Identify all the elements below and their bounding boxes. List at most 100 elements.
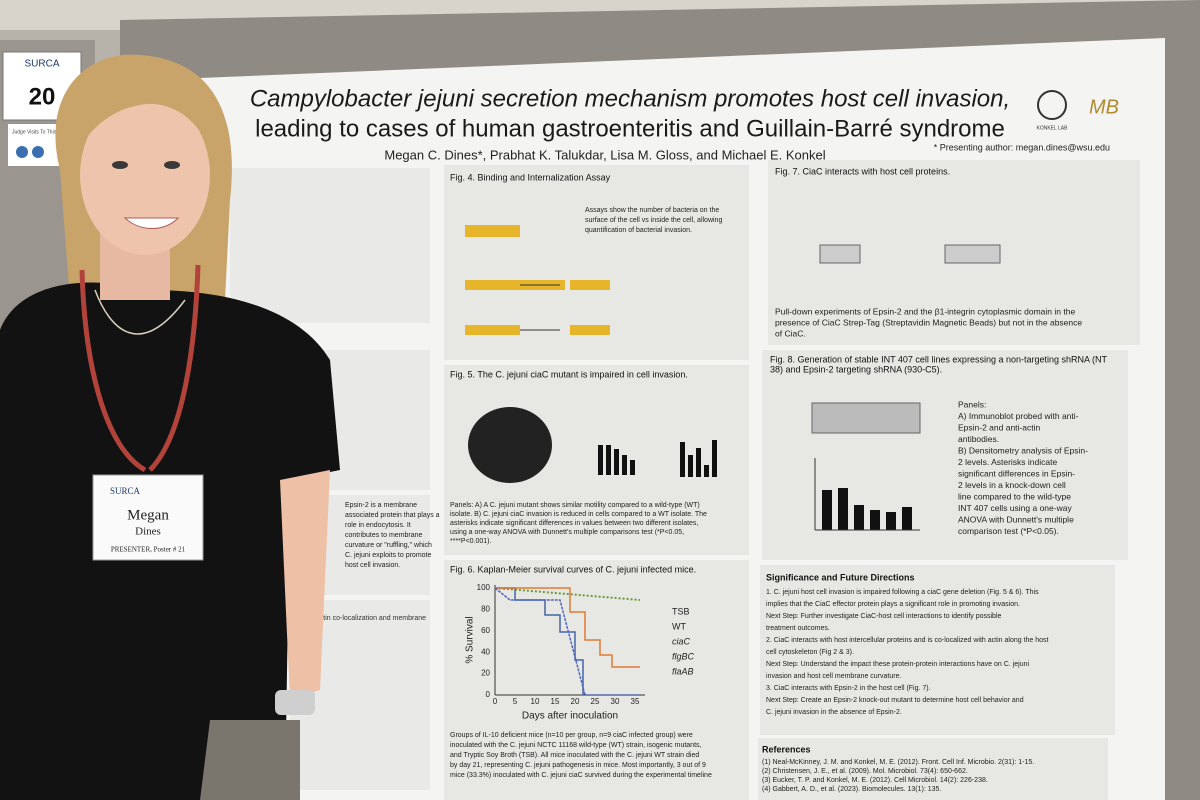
significance-text: implies that the CiaC effector protein p… [766, 601, 1020, 608]
significance-text: C. jejuni invasion in the absence of Eps… [766, 709, 902, 716]
km-y-tick: 40 [481, 647, 490, 656]
reference: (4) Gabbert, A. D., et al. (2023). Biomo… [762, 786, 941, 793]
section-heading: References [762, 744, 811, 754]
km-y-label: % Survival [465, 616, 476, 663]
fig-panels: Panels: [958, 399, 986, 409]
panel-heading: CiaC-actin co-localization and membrane [298, 615, 426, 622]
fig-caption: Pull-down experiments of Epsin-2 and the… [775, 306, 1075, 316]
bar-graphs [598, 440, 717, 477]
km-curve [495, 587, 640, 668]
panel-text: Epsin-2 is a membrane [345, 502, 417, 509]
km-legend: flaAB [672, 666, 694, 676]
km-y-tick: 60 [481, 626, 490, 635]
fig-caption: presence of CiaC Strep-Tag (Streptavidin… [775, 317, 1082, 327]
fig-panels: antibodies. [958, 434, 999, 444]
blot [819, 244, 861, 264]
significance-text: 1. C. jejuni host cell invasion is impai… [766, 589, 1039, 596]
reference: (2) Christensen, J. E., et al. (2009). M… [762, 768, 968, 775]
panel [230, 168, 430, 323]
badge-first-name: Megan [127, 507, 169, 523]
poster-authors: Megan C. Dines*, Prabhat K. Talukdar, Li… [384, 147, 825, 162]
panel-text: associated protein that plays a [345, 512, 440, 519]
sign-logo: SURCA [24, 59, 59, 70]
km-y-tick: 100 [477, 583, 491, 592]
km-x-tick: 10 [531, 697, 540, 706]
fig-caption: Panels: A) A C. jejuni mutant shows simi… [450, 502, 700, 509]
km-legend: ciaC [672, 636, 691, 646]
significance-text: cell cytoskeleton (Fig 2 & 3). [766, 649, 854, 656]
fig-caption: Groups of IL-10 deficient mice (n=10 per… [450, 732, 693, 739]
presenting-author: * Presenting author: megan.dines@wsu.edu [934, 142, 1110, 152]
fig-caption: asterisks indicate significant differenc… [450, 520, 698, 527]
fig-caption: inoculated with the C. jejuni NCTC 11168… [450, 742, 702, 749]
text-blocks: Assays show the number of bacteria on th… [345, 207, 1088, 793]
fig-heading: 38) and Epsin-2 targeting shRNA (930-C5)… [770, 364, 942, 374]
sticker [16, 146, 28, 158]
blot [811, 402, 921, 434]
fig-panels: 2 levels. Asterisks indicate [958, 457, 1057, 467]
km-x-label: Days after inoculation [522, 711, 618, 722]
panel-text: contributes to membrane [345, 532, 423, 539]
km-x-tick: 20 [571, 697, 580, 706]
km-x-tick: 15 [551, 697, 560, 706]
km-y-tick: 0 [486, 690, 491, 699]
fig-text: quantification of bacterial invasion. [585, 227, 692, 234]
km-legend: WT [672, 621, 686, 631]
fig-heading: Fig. 5. The C. jejuni ciaC mutant is imp… [450, 369, 688, 379]
poster-title: leading to cases of human gastroenteriti… [255, 115, 1005, 142]
km-curve [494, 587, 640, 696]
panel-text: host cell invasion. [345, 562, 400, 569]
km-legend: TSB [672, 606, 690, 616]
significance-text: Next Step: Further investigate CiaC-host… [766, 613, 1001, 620]
sign-number: 20 [29, 83, 56, 110]
fig-caption: using a one-way ANOVA with Dunnett's mul… [450, 529, 684, 536]
fig-text: surface of the cell vs inside the cell, … [585, 217, 722, 224]
reference: (1) Neal-McKinney, J. M. and Konkel, M. … [762, 759, 1034, 766]
fig-text: Assays show the number of bacteria on th… [585, 207, 719, 214]
significance-text: treatment outcomes. [766, 625, 830, 632]
panel-text: role in endocytosis. It [345, 522, 411, 529]
fig-heading: Fig. 4. Binding and Internalization Assa… [450, 172, 611, 182]
panel-text: C. jejuni exploits to promote [345, 552, 431, 559]
km-labels: 0 5 10 15 20 25 30 35 0 20 40 60 80 100 TSB WT ciaC flgBC… [477, 583, 695, 706]
name-badge [92, 474, 204, 561]
panel-significance [760, 565, 1115, 735]
blot [944, 244, 1001, 264]
fig-heading: Fig. 6. Kaplan-Meier survival curves of … [450, 564, 696, 574]
km-curve [495, 587, 584, 695]
significance-text: 3. CiaC interacts with Epsin-2 in the ho… [766, 685, 931, 692]
km-x-tick: 5 [513, 697, 518, 706]
fig-caption: mice (33.3%) inoculated with C. jejuni c… [450, 772, 712, 779]
section-heading: Significance and Future Directions [766, 572, 915, 582]
fig-heading: Fig. 8. Generation of stable INT 407 cel… [770, 354, 1108, 364]
mb-logo: MB [1089, 96, 1119, 118]
motility-plate [468, 407, 552, 483]
fig-panels: ANOVA with Dunnett's multiple [958, 514, 1074, 524]
fig-panels: significant differences in Epsin- [958, 468, 1075, 478]
badge-role: PRESENTER, Poster # 21 [111, 546, 186, 554]
reference: (3) Eucker, T. P. and Konkel, M. E. (201… [762, 777, 988, 784]
panel-text: curvature or "ruffling," which [345, 542, 432, 549]
fig-panels: 2 levels in a knock-down cell [958, 480, 1066, 490]
fig-heading: Fig. 7. CiaC interacts with host cell pr… [775, 166, 950, 176]
significance-text: 2. CiaC interacts with host intercellula… [766, 637, 1049, 644]
significance-text: Next Step: Create an Epsin-2 knock-out m… [766, 697, 1024, 704]
judge-note: Judge Visits To This Poster [12, 129, 72, 135]
lab-logo [1037, 90, 1067, 120]
fig-panels: B) Densitometry analysis of Epsin- [958, 445, 1088, 455]
fig-panels: comparison test (*P<0.05). [958, 526, 1059, 536]
km-x-tick: 35 [631, 697, 640, 706]
badge-logo: SURCA [110, 486, 141, 496]
badge-last-name: Dines [135, 526, 161, 538]
fig-panels: INT 407 cells using a one-way [958, 503, 1072, 513]
fig-panels: A) Immunoblot probed with anti- [958, 411, 1079, 421]
significance-text: invasion and host cell membrane curvatur… [766, 673, 901, 680]
km-x-tick: 25 [591, 697, 600, 706]
sticker [32, 146, 44, 158]
poster-title: Campylobacter jejuni secretion mechanism… [250, 85, 1010, 112]
km-y-tick: 20 [481, 669, 490, 678]
km-legend: flgBC [672, 651, 695, 661]
significance-text: Next Step: Understand the impact these p… [766, 661, 1029, 668]
